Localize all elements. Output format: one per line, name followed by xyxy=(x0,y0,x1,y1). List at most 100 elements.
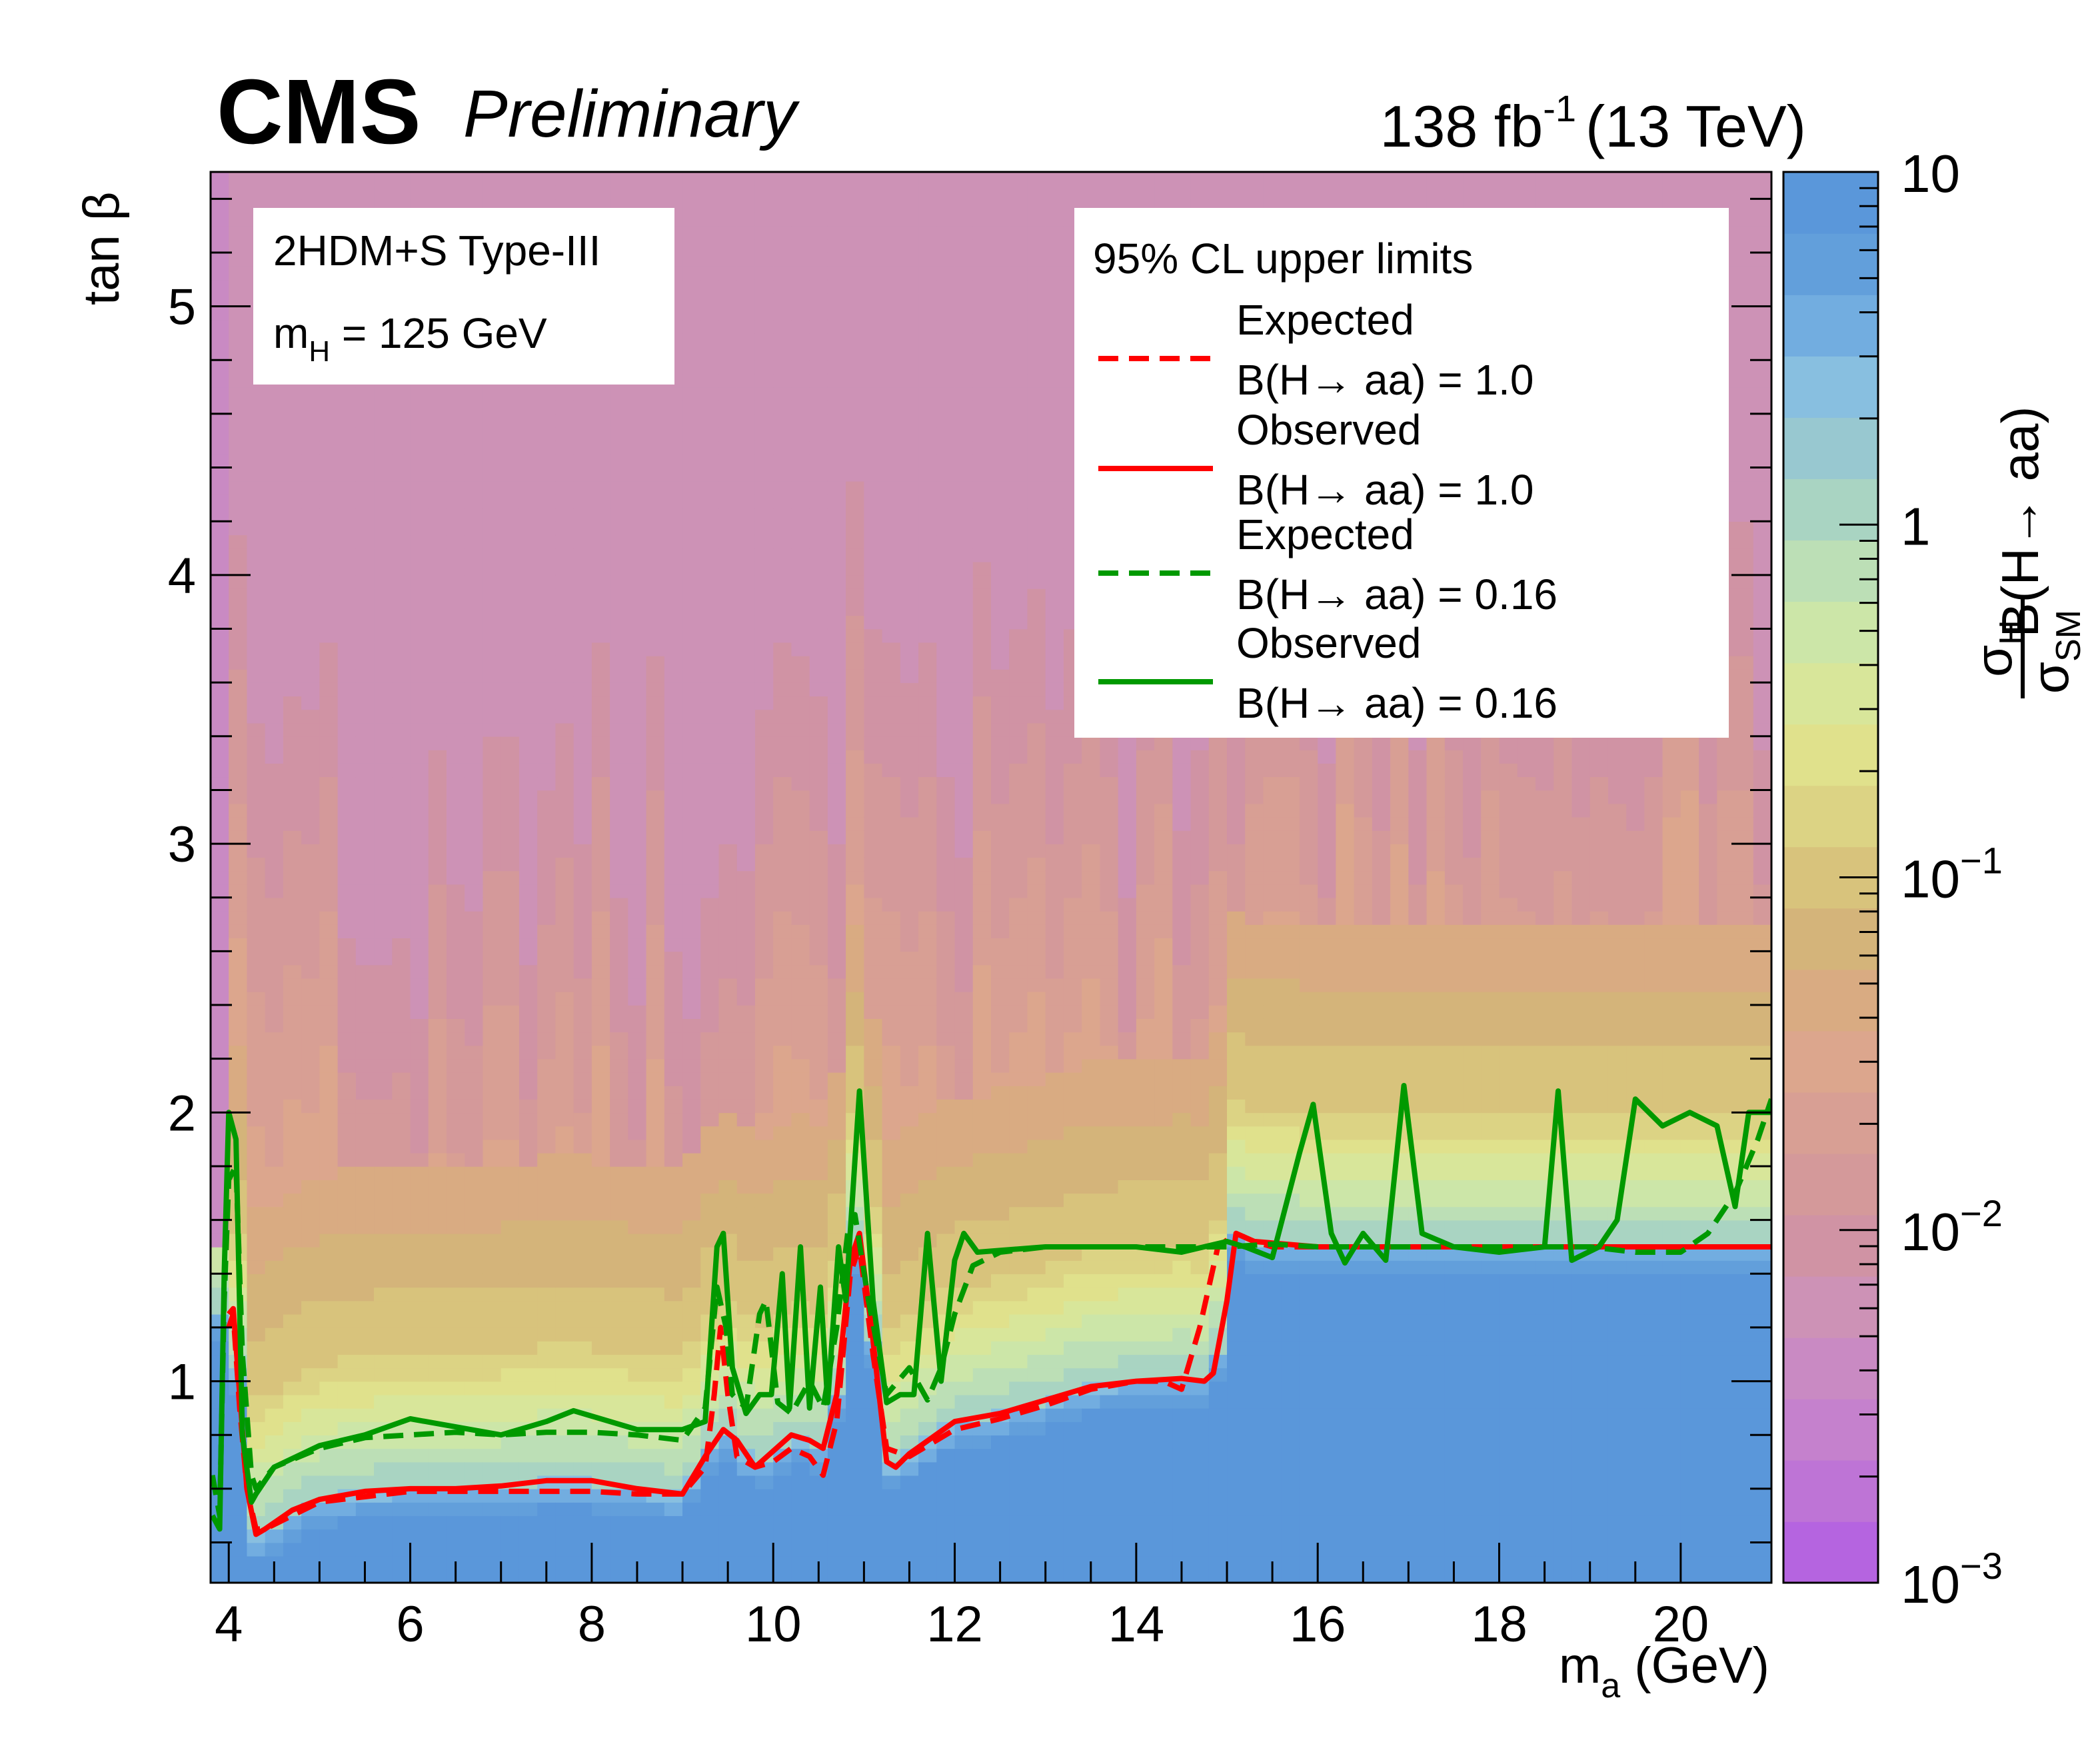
heatmap-cell xyxy=(591,857,610,872)
heatmap-cell xyxy=(229,373,248,388)
heatmap-cell xyxy=(610,1139,629,1154)
heatmap-cell xyxy=(610,668,629,683)
heatmap-cell xyxy=(447,1220,466,1234)
heatmap-cell xyxy=(483,655,502,670)
heatmap-cell xyxy=(736,1300,756,1315)
heatmap-cell xyxy=(628,1327,647,1341)
heatmap-cell xyxy=(954,373,974,388)
heatmap-cell xyxy=(754,454,774,468)
heatmap-cell xyxy=(555,736,574,750)
heatmap-cell xyxy=(809,1045,828,1060)
heatmap-cell xyxy=(519,655,538,670)
heatmap-cell xyxy=(754,1018,774,1033)
heatmap-cell xyxy=(392,1220,411,1234)
heatmap-cell xyxy=(247,574,266,589)
heatmap-cell xyxy=(211,628,230,643)
heatmap-cell xyxy=(591,1260,610,1275)
heatmap-cell xyxy=(337,1407,357,1422)
heatmap-cell xyxy=(773,199,792,213)
heatmap-cell xyxy=(447,897,466,912)
heatmap-cell xyxy=(718,333,738,347)
heatmap-cell xyxy=(900,884,919,898)
heatmap-cell xyxy=(700,548,720,562)
heatmap-cell xyxy=(465,1166,484,1180)
heatmap-cell xyxy=(519,1529,538,1543)
heatmap-cell xyxy=(410,803,429,818)
heatmap-cell xyxy=(846,991,865,1006)
heatmap-cell xyxy=(773,1112,792,1127)
heatmap-cell xyxy=(501,1112,520,1127)
heatmap-cell xyxy=(809,1260,828,1275)
heatmap-cell xyxy=(991,561,1010,576)
heatmap-cell xyxy=(791,884,810,898)
heatmap-cell xyxy=(846,400,865,415)
heatmap-cell xyxy=(247,1233,266,1248)
heatmap-cell xyxy=(646,1045,665,1060)
heatmap-cell xyxy=(229,534,248,549)
heatmap-cell xyxy=(954,790,974,804)
heatmap-cell xyxy=(465,722,484,737)
heatmap-cell xyxy=(882,1180,901,1194)
heatmap-cell xyxy=(718,655,738,670)
heatmap-cell xyxy=(355,655,375,670)
heatmap-cell xyxy=(628,938,647,952)
heatmap-cell xyxy=(864,400,883,415)
heatmap-cell xyxy=(882,1475,901,1489)
heatmap-cell xyxy=(537,602,556,616)
heatmap-cell xyxy=(936,1260,956,1275)
heatmap-cell xyxy=(809,736,828,750)
heatmap-cell xyxy=(1027,1381,1046,1395)
heatmap-cell xyxy=(936,1058,956,1073)
heatmap-cell xyxy=(646,521,665,536)
heatmap-cell xyxy=(283,938,302,952)
heatmap-cell xyxy=(773,1529,792,1543)
heatmap-cell xyxy=(718,400,738,415)
heatmap-cell xyxy=(682,776,702,791)
heatmap-cell xyxy=(392,574,411,589)
heatmap-cell xyxy=(954,1018,974,1033)
heatmap-cell xyxy=(428,1287,447,1302)
heatmap-cell xyxy=(301,722,321,737)
heatmap-cell xyxy=(718,306,738,321)
heatmap-cell xyxy=(827,910,846,925)
heatmap-cell xyxy=(628,1448,647,1463)
heatmap-cell xyxy=(229,763,248,778)
heatmap-cell xyxy=(827,964,846,979)
heatmap-cell xyxy=(809,978,828,992)
heatmap-cell xyxy=(229,252,248,267)
heatmap-cell xyxy=(918,857,938,872)
heatmap-cell xyxy=(846,857,865,872)
heatmap-cell xyxy=(555,1032,574,1046)
heatmap-cell xyxy=(555,642,574,656)
heatmap-cell xyxy=(682,400,702,415)
heatmap-cell xyxy=(392,185,411,200)
heatmap-cell xyxy=(846,293,865,307)
heatmap-cell xyxy=(519,1112,538,1127)
heatmap-cell xyxy=(700,1193,720,1208)
heatmap-cell xyxy=(864,696,883,710)
heatmap-cell xyxy=(1045,1139,1064,1154)
heatmap-cell xyxy=(736,319,756,334)
heatmap-cell xyxy=(537,1515,556,1530)
heatmap-cell xyxy=(319,427,339,442)
heatmap-cell xyxy=(319,1099,339,1114)
heatmap-cell xyxy=(519,978,538,992)
heatmap-cell xyxy=(555,1139,574,1154)
heatmap-cell xyxy=(283,857,302,872)
heatmap-cell xyxy=(211,494,230,508)
heatmap-cell xyxy=(1045,790,1064,804)
heatmap-cell xyxy=(791,1569,810,1583)
heatmap-cell xyxy=(573,857,592,872)
heatmap-cell xyxy=(827,534,846,549)
heatmap-cell xyxy=(392,1394,411,1409)
heatmap-cell xyxy=(374,951,393,966)
heatmap-cell xyxy=(211,978,230,992)
heatmap-cell xyxy=(991,1488,1010,1503)
heatmap-cell xyxy=(827,1032,846,1046)
heatmap-cell xyxy=(1027,1018,1046,1033)
heatmap-cell xyxy=(882,1206,901,1221)
heatmap-cell xyxy=(1063,951,1082,966)
heatmap-cell xyxy=(791,440,810,455)
heatmap-cell xyxy=(247,938,266,952)
heatmap-cell xyxy=(265,1381,284,1395)
